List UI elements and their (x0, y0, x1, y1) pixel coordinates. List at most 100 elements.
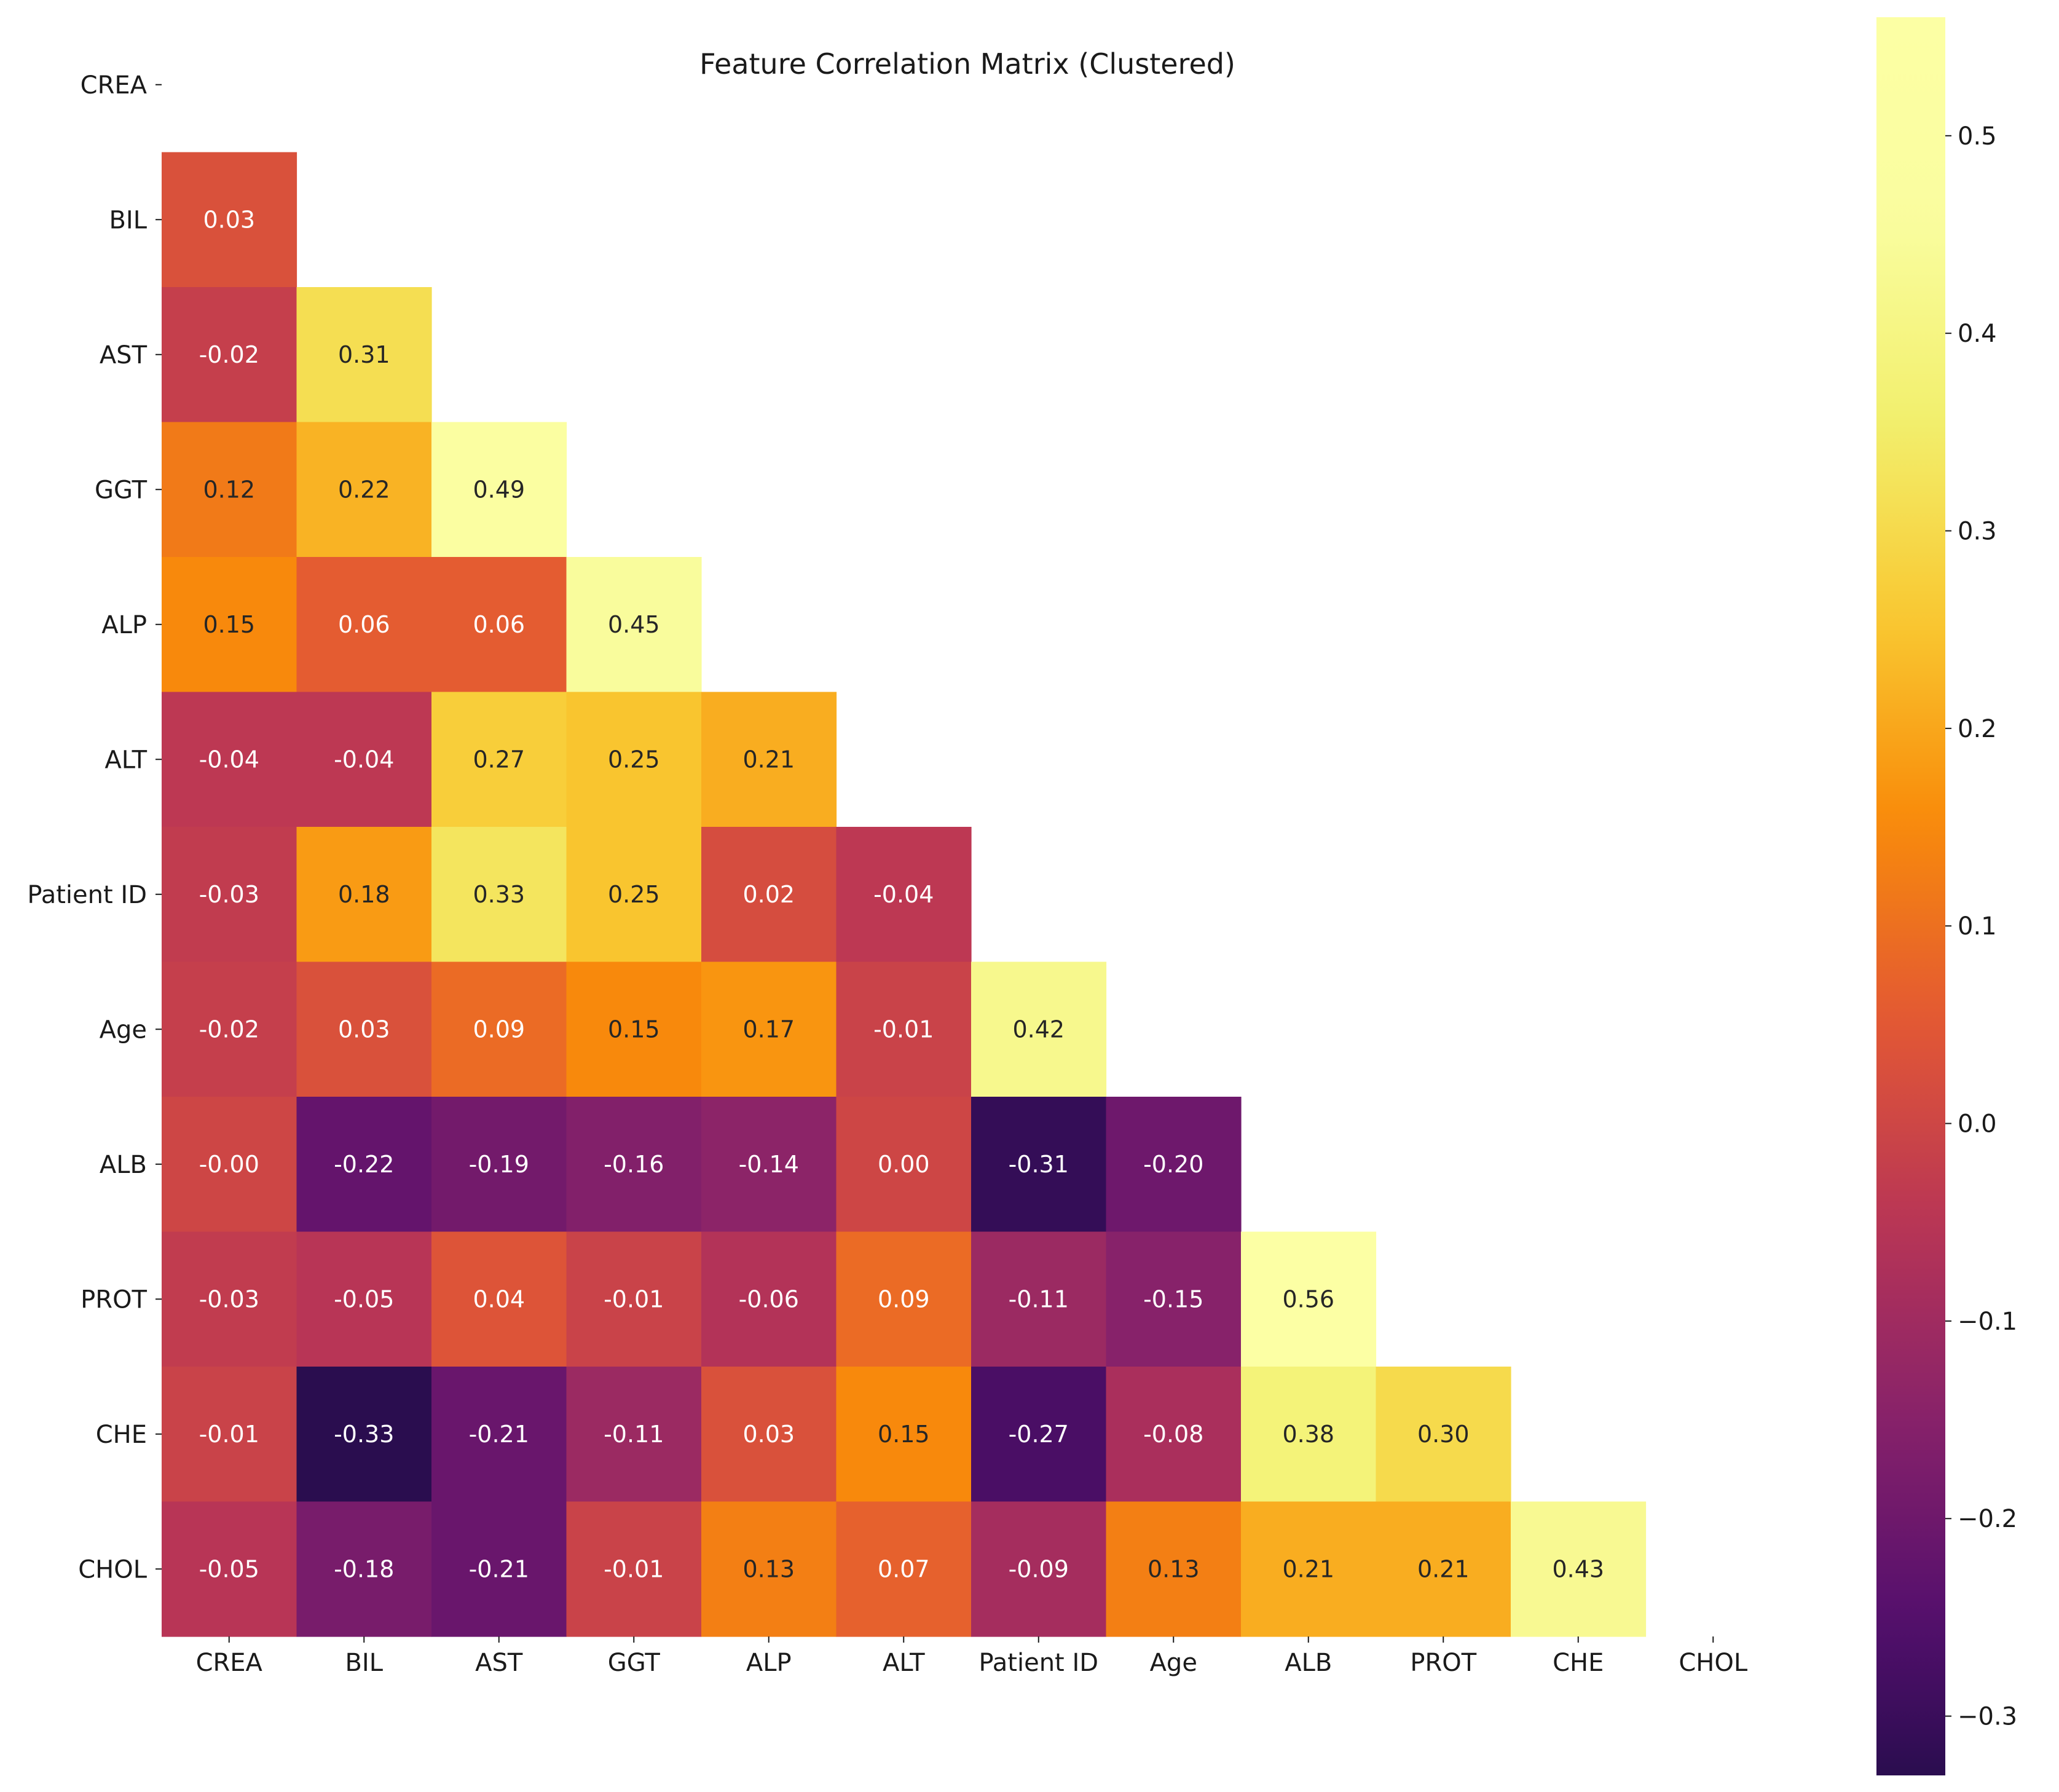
heatmap-cell-CHOL-ALP (701, 1501, 837, 1637)
heatmap-cell-AST-BIL (296, 287, 432, 423)
heatmap-cell-ALB-GGT (566, 1097, 702, 1233)
heatmap-cell-CHOL-CHE (1511, 1501, 1647, 1637)
heatmap-cell-ALB-CREA (162, 1097, 297, 1233)
heatmap-cell-ALP-CREA (162, 557, 297, 693)
cell-value-label: -0.03 (199, 1285, 259, 1312)
y-tick-label: PROT (81, 1285, 147, 1314)
cell-value-label: -0.05 (334, 1285, 394, 1312)
heatmap-cell-ALP-AST (431, 557, 567, 693)
cell-value-label: 0.03 (338, 1016, 390, 1043)
cell-value-label: -0.09 (1009, 1555, 1069, 1582)
y-tick-label: AST (100, 341, 148, 369)
y-tick-label: ALB (100, 1151, 147, 1179)
cell-value-label: 0.43 (1552, 1555, 1604, 1582)
cell-value-label: -0.22 (334, 1151, 394, 1178)
heatmap-cell-ALB-AST (431, 1097, 567, 1233)
cell-value-label: 0.27 (473, 746, 525, 773)
heatmap-cell-CHOL-Patient ID (971, 1501, 1107, 1637)
heatmap-cell-Age-ALT (836, 961, 972, 1097)
heatmap-cell-Age-CREA (162, 961, 297, 1097)
cell-value-label: 0.22 (338, 476, 390, 503)
heatmap-cell-CHOL-PROT (1376, 1501, 1511, 1637)
y-tick-label: Patient ID (27, 881, 147, 909)
heatmap-cell-CHE-Age (1106, 1367, 1242, 1502)
cell-value-label: -0.11 (1009, 1285, 1069, 1312)
colorbar-gradient (1876, 17, 1945, 1775)
cell-value-label: 0.56 (1282, 1285, 1334, 1312)
heatmap-cell-PROT-AST (431, 1231, 567, 1367)
chart-title: Feature Correlation Matrix (Clustered) (699, 47, 1235, 81)
cell-value-label: -0.16 (604, 1151, 664, 1178)
colorbar-tick-label: 0.4 (1958, 320, 1997, 348)
cell-value-label: 0.21 (1417, 1555, 1470, 1582)
cell-value-label: 0.15 (878, 1421, 930, 1448)
cell-value-label: -0.18 (334, 1555, 394, 1582)
cell-value-label: -0.21 (469, 1555, 529, 1582)
cell-value-label: 0.38 (1282, 1421, 1334, 1448)
heatmap-cell-GGT-AST (431, 422, 567, 558)
cell-value-label: 0.21 (742, 746, 795, 773)
heatmap-cell-Age-GGT (566, 961, 702, 1097)
cell-value-label: 0.33 (473, 881, 525, 908)
heatmap-cell-PROT-GGT (566, 1231, 702, 1367)
heatmap-cell-CHOL-CREA (162, 1501, 297, 1637)
cell-value-label: 0.06 (338, 611, 390, 638)
heatmap-cell-ALT-AST (431, 692, 567, 827)
heatmap-cell-CHE-CREA (162, 1367, 297, 1502)
heatmap-cell-ALT-CREA (162, 692, 297, 827)
cell-value-label: 0.13 (1148, 1555, 1200, 1582)
x-axis-ticks: CREA BIL AST GGT ALP ALT Patient ID Age ALB PROT C… (196, 1636, 1748, 1677)
heatmap-cell-CHOL-ALT (836, 1501, 972, 1637)
heatmap-cell-CHE-AST (431, 1367, 567, 1502)
heatmap-cell-ALB-ALT (836, 1097, 972, 1233)
cell-value-label: -0.27 (1009, 1421, 1069, 1448)
x-tick-label: Age (1150, 1649, 1197, 1677)
cell-value-label: -0.19 (469, 1151, 529, 1178)
heatmap-cell-ALB-BIL (296, 1097, 432, 1233)
cell-value-label: -0.00 (199, 1151, 259, 1178)
heatmap-cell-Age-ALP (701, 961, 837, 1097)
cell-value-label: -0.15 (1143, 1285, 1203, 1312)
cell-value-label: 0.12 (203, 476, 255, 503)
cell-value-label: -0.04 (873, 881, 934, 908)
heatmap-cell-CHOL-AST (431, 1501, 567, 1637)
heatmap-cell-CHOL-GGT (566, 1501, 702, 1637)
y-tick-label: CHE (96, 1421, 147, 1449)
cell-value-label: 0.07 (878, 1555, 930, 1582)
colorbar-tick-label: 0.2 (1958, 715, 1997, 743)
heatmap-cell-ALT-GGT (566, 692, 702, 827)
heatmap-cell-PROT-Patient ID (971, 1231, 1107, 1367)
cell-value-label: -0.21 (469, 1421, 529, 1448)
cell-value-label: -0.01 (873, 1016, 934, 1043)
heatmap-cell-PROT-CREA (162, 1231, 297, 1367)
cell-value-label: -0.03 (199, 881, 259, 908)
heatmap-cell-CHE-ALP (701, 1367, 837, 1502)
x-tick-label: GGT (608, 1649, 661, 1677)
heatmap-cell-ALT-ALP (701, 692, 837, 827)
heatmap-cell-BIL-CREA (162, 152, 297, 288)
heatmap-cell-PROT-ALB (1241, 1231, 1377, 1367)
x-tick-label: PROT (1410, 1649, 1476, 1677)
cell-value-label: -0.02 (199, 341, 259, 368)
heatmap-cell-AST-CREA (162, 287, 297, 423)
cell-value-label: 0.04 (473, 1285, 525, 1312)
heatmap-cell-GGT-BIL (296, 422, 432, 558)
cell-value-label: -0.11 (604, 1421, 664, 1448)
y-tick-label: GGT (95, 476, 148, 504)
cell-value-label: -0.02 (199, 1016, 259, 1043)
y-tick-label: ALT (104, 746, 147, 774)
cell-value-label: -0.01 (604, 1285, 664, 1312)
cell-value-label: 0.49 (473, 476, 525, 503)
heatmap-cell-ALB-Age (1106, 1097, 1242, 1233)
heatmap-cell-Age-Patient ID (971, 961, 1107, 1097)
cell-value-label: 0.03 (742, 1421, 795, 1448)
cell-value-label: 0.30 (1417, 1421, 1470, 1448)
cell-value-label: -0.04 (334, 746, 394, 773)
heatmap-cell-CHE-Patient ID (971, 1367, 1107, 1502)
heatmap-cell-PROT-ALP (701, 1231, 837, 1367)
heatmap-cell-Age-AST (431, 961, 567, 1097)
y-tick-label: ALP (101, 611, 147, 639)
x-tick-label: CHOL (1679, 1649, 1747, 1677)
y-tick-label: CREA (81, 71, 148, 100)
